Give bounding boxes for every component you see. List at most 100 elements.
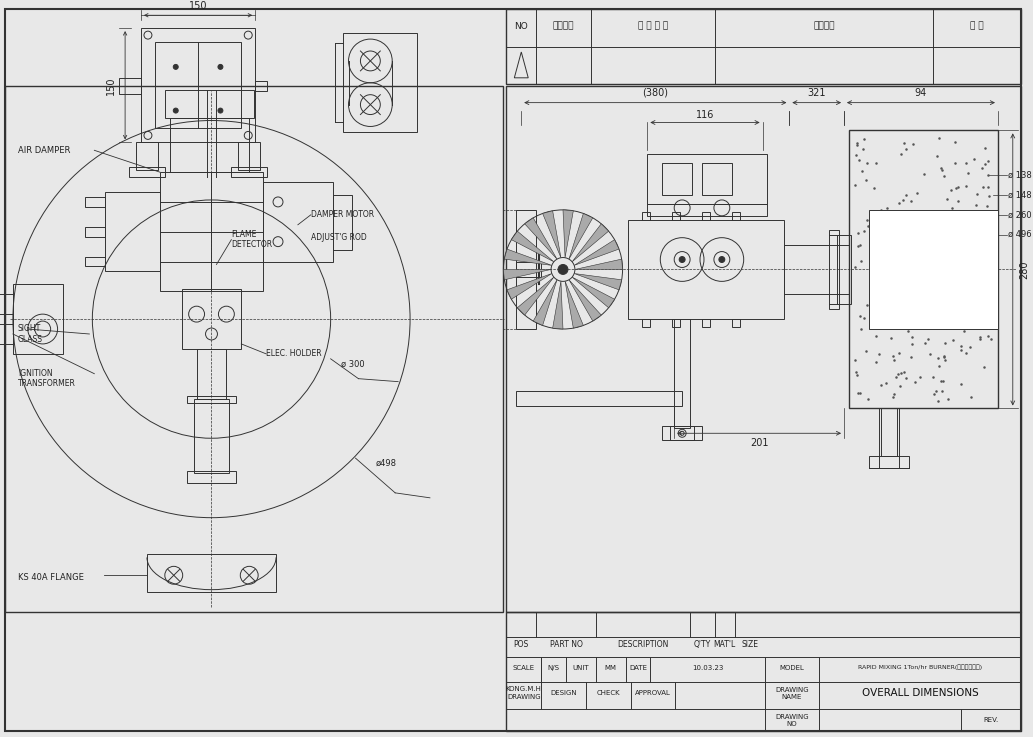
Bar [187, 396, 237, 403]
Bar [829, 230, 839, 309]
Bar [869, 456, 909, 468]
Text: DESCRIPTION: DESCRIPTION [618, 640, 668, 649]
Text: DAMPER MOTOR: DAMPER MOTOR [311, 210, 374, 220]
Bar [0, 294, 12, 344]
Bar [702, 319, 710, 327]
Text: REV.: REV. [983, 717, 999, 723]
Bar [662, 163, 692, 195]
Polygon shape [553, 282, 563, 329]
Bar [731, 319, 740, 327]
Text: SCALE: SCALE [512, 665, 535, 671]
Text: CHECK: CHECK [596, 691, 620, 696]
Bar [105, 192, 160, 271]
Bar [648, 204, 766, 216]
Text: DRAWING
NAME: DRAWING NAME [775, 687, 809, 700]
Bar [881, 408, 897, 456]
Polygon shape [525, 218, 557, 259]
Bar [187, 471, 237, 483]
Text: 201: 201 [750, 439, 769, 448]
Bar [837, 234, 851, 304]
Circle shape [174, 108, 179, 113]
Text: POS: POS [513, 640, 529, 649]
Text: DESIGN: DESIGN [551, 691, 576, 696]
Bar [196, 349, 226, 399]
Polygon shape [574, 240, 619, 265]
Bar [333, 195, 352, 250]
Bar [136, 142, 158, 170]
Bar [140, 28, 255, 142]
Bar [784, 245, 849, 294]
Text: RAPID MIXING 1Ton/hr BURNER(관군보일러용): RAPID MIXING 1Ton/hr BURNER(관군보일러용) [857, 665, 982, 671]
Bar [516, 391, 682, 407]
Text: DRAWING
NO: DRAWING NO [775, 713, 809, 727]
Text: OVERALL DIMENSIONS: OVERALL DIMENSIONS [862, 688, 978, 699]
Bar [879, 408, 899, 468]
Bar [263, 182, 333, 262]
Bar [662, 426, 702, 440]
Bar [12, 284, 63, 354]
Text: SIZE: SIZE [741, 640, 758, 649]
Text: APPROVAL: APPROVAL [635, 691, 670, 696]
Bar [643, 319, 651, 327]
Text: Q'TY: Q'TY [694, 640, 711, 649]
Text: 변 경 시 항: 변 경 시 항 [637, 21, 668, 31]
Text: 321: 321 [808, 88, 826, 98]
Bar [155, 42, 242, 128]
Text: KONG.M.H: KONG.M.H [506, 686, 541, 693]
Text: ø498: ø498 [375, 458, 397, 467]
Text: AIR DAMPER: AIR DAMPER [18, 146, 70, 155]
Polygon shape [518, 277, 554, 315]
Bar [169, 117, 249, 172]
Text: FLAME
DETECTOR: FLAME DETECTOR [231, 230, 273, 249]
Bar [702, 163, 731, 195]
Text: PART NO: PART NO [550, 640, 583, 649]
Text: 280: 280 [1020, 260, 1030, 279]
Bar [731, 212, 740, 220]
Polygon shape [563, 210, 573, 258]
Text: 10.03.23: 10.03.23 [692, 665, 723, 671]
Bar [119, 78, 140, 94]
Text: ø 300: ø 300 [341, 359, 365, 368]
Text: KS 40A FLANGE: KS 40A FLANGE [18, 573, 84, 581]
Bar [147, 554, 276, 592]
Bar [0, 314, 12, 324]
Bar [129, 167, 165, 177]
Text: ø 496: ø 496 [1008, 230, 1031, 240]
Bar [675, 319, 690, 428]
Text: 변경날짜: 변경날짜 [553, 21, 574, 31]
Bar [516, 210, 536, 329]
Polygon shape [569, 280, 601, 321]
Text: 확 인: 확 인 [970, 21, 983, 31]
Bar [869, 210, 998, 329]
Bar [5, 85, 503, 612]
Bar [506, 10, 1021, 84]
Bar [343, 33, 417, 133]
Text: ø 148: ø 148 [1008, 190, 1031, 200]
Polygon shape [565, 282, 584, 328]
Bar [506, 612, 1021, 731]
Text: NO: NO [514, 21, 528, 31]
Bar [239, 142, 260, 170]
Circle shape [719, 256, 725, 262]
Text: ADJUST'G ROD: ADJUST'G ROD [311, 233, 367, 242]
Bar [670, 426, 694, 440]
Text: 변경시유: 변경시유 [813, 21, 835, 31]
Polygon shape [542, 211, 561, 258]
Bar [506, 85, 1021, 612]
Text: (380): (380) [643, 88, 668, 98]
Polygon shape [504, 249, 552, 265]
Polygon shape [511, 231, 554, 262]
Text: ELEC. HOLDER: ELEC. HOLDER [267, 349, 321, 358]
Text: MM: MM [604, 665, 617, 671]
Bar [231, 167, 268, 177]
Text: 150: 150 [106, 76, 116, 94]
Bar [86, 256, 105, 267]
Text: N/S: N/S [547, 665, 560, 671]
Polygon shape [569, 214, 593, 259]
Circle shape [174, 64, 179, 69]
Circle shape [218, 108, 223, 113]
Text: MODEL: MODEL [780, 665, 805, 671]
Polygon shape [575, 259, 623, 270]
Polygon shape [572, 277, 615, 308]
Bar [648, 154, 766, 204]
